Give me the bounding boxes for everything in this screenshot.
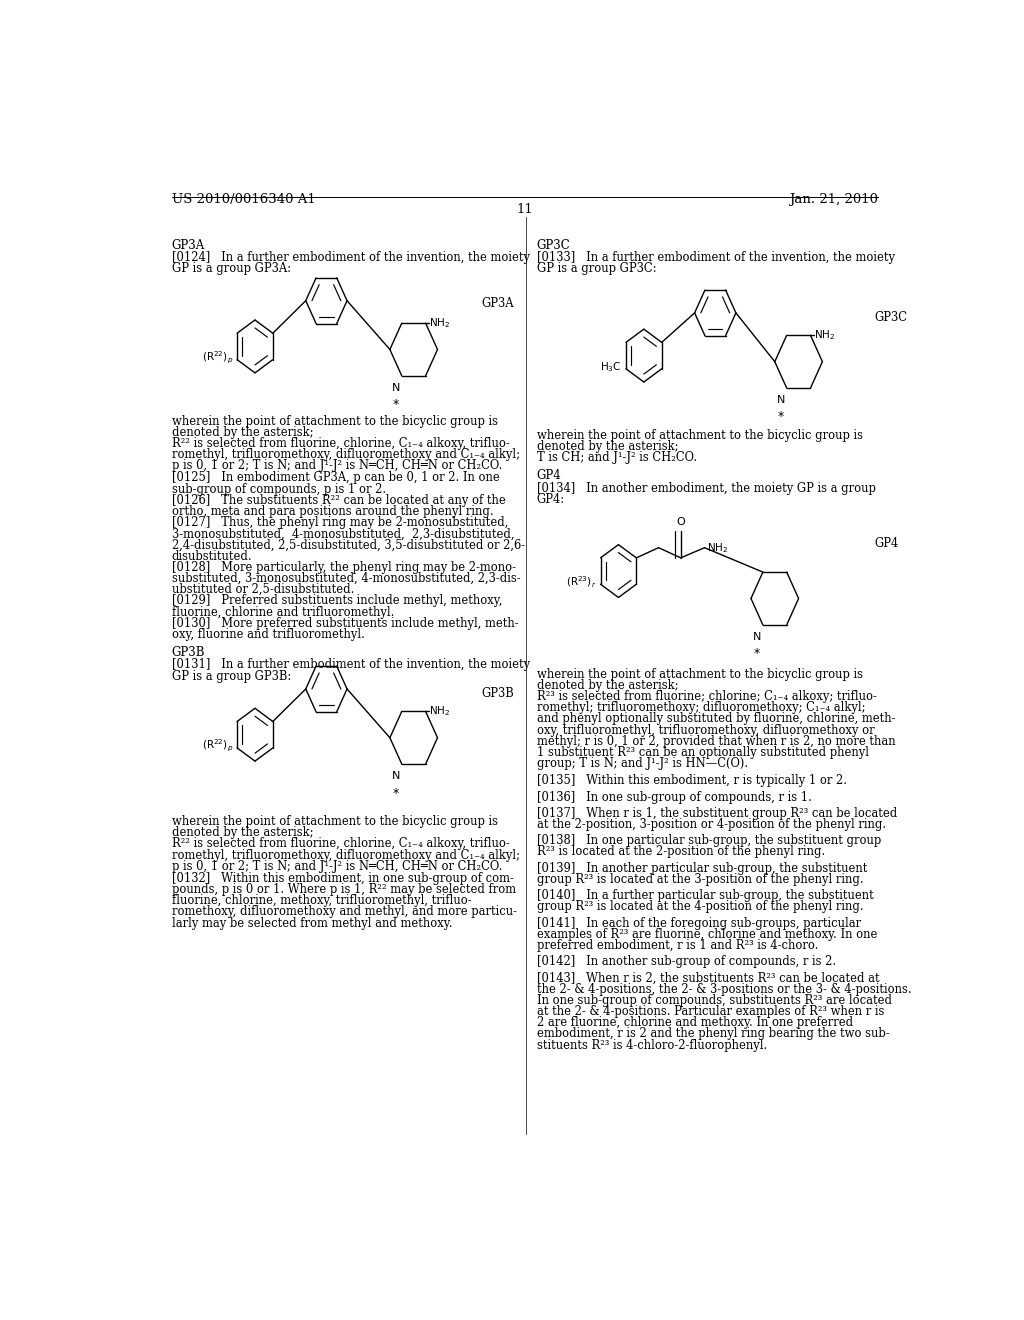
Text: [0143]   When r is 2, the substituents R²³ can be located at: [0143] When r is 2, the substituents R²³…: [537, 972, 880, 985]
Text: denoted by the asterisk;: denoted by the asterisk;: [537, 440, 678, 453]
Text: GP4: GP4: [537, 470, 561, 482]
Text: sub-group of compounds, p is 1 or 2.: sub-group of compounds, p is 1 or 2.: [172, 483, 386, 495]
Text: NH$_2$: NH$_2$: [429, 705, 450, 718]
Text: at the 2- & 4-positions. Particular examples of R²³ when r is: at the 2- & 4-positions. Particular exam…: [537, 1005, 884, 1018]
Text: oxy, fluorine and trifluoromethyl.: oxy, fluorine and trifluoromethyl.: [172, 628, 365, 642]
Text: [0125]   In embodiment GP3A, p can be 0, 1 or 2. In one: [0125] In embodiment GP3A, p can be 0, 1…: [172, 471, 500, 484]
Text: [0135]   Within this embodiment, r is typically 1 or 2.: [0135] Within this embodiment, r is typi…: [537, 775, 847, 787]
Text: [0139]   In another particular sub-group, the substituent: [0139] In another particular sub-group, …: [537, 862, 867, 875]
Text: and phenyl optionally substituted by fluorine, chlorine, meth-: and phenyl optionally substituted by flu…: [537, 713, 895, 725]
Text: wherein the point of attachment to the bicyclic group is: wherein the point of attachment to the b…: [172, 414, 498, 428]
Text: ubstituted or 2,5-disubstituted.: ubstituted or 2,5-disubstituted.: [172, 583, 354, 597]
Text: romethyl, trifluoromethoxy, difluoromethoxy and C₁₋₄ alkyl;: romethyl, trifluoromethoxy, difluorometh…: [172, 447, 519, 461]
Text: [0130]   More preferred substituents include methyl, meth-: [0130] More preferred substituents inclu…: [172, 616, 518, 630]
Text: methyl; r is 0, 1 or 2, provided that when r is 2, no more than: methyl; r is 0, 1 or 2, provided that wh…: [537, 735, 895, 747]
Text: group; T is N; and J¹-J² is HN—C(O).: group; T is N; and J¹-J² is HN—C(O).: [537, 758, 748, 770]
Text: substituted, 3-monosubstituted, 4-monosubstituted, 2,3-dis-: substituted, 3-monosubstituted, 4-monosu…: [172, 572, 520, 585]
Text: [0137]   When r is 1, the substituent group R²³ can be located: [0137] When r is 1, the substituent grou…: [537, 807, 897, 820]
Text: [0128]   More particularly, the phenyl ring may be 2-mono-: [0128] More particularly, the phenyl rin…: [172, 561, 516, 574]
Text: wherein the point of attachment to the bicyclic group is: wherein the point of attachment to the b…: [537, 429, 862, 442]
Text: [0136]   In one sub-group of compounds, r is 1.: [0136] In one sub-group of compounds, r …: [537, 791, 812, 804]
Text: fluorine, chlorine and trifluoromethyl.: fluorine, chlorine and trifluoromethyl.: [172, 606, 394, 619]
Text: N: N: [753, 632, 761, 642]
Text: *: *: [754, 647, 760, 660]
Text: R²² is selected from fluorine, chlorine, C₁₋₄ alkoxy, trifluo-: R²² is selected from fluorine, chlorine,…: [172, 837, 509, 850]
Text: R²³ is selected from fluorine; chlorine; C₁₋₄ alkoxy; trifluo-: R²³ is selected from fluorine; chlorine;…: [537, 690, 877, 704]
Text: [0138]   In one particular sub-group, the substituent group: [0138] In one particular sub-group, the …: [537, 834, 881, 847]
Text: In one sub-group of compounds, substituents R²³ are located: In one sub-group of compounds, substitue…: [537, 994, 892, 1007]
Text: GP3C: GP3C: [537, 239, 570, 252]
Text: [0141]   In each of the foregoing sub-groups, particular: [0141] In each of the foregoing sub-grou…: [537, 916, 861, 929]
Text: denoted by the asterisk;: denoted by the asterisk;: [172, 426, 313, 438]
Text: wherein the point of attachment to the bicyclic group is: wherein the point of attachment to the b…: [172, 814, 498, 828]
Text: GP is a group GP3A:: GP is a group GP3A:: [172, 263, 291, 275]
Text: NH$_2$: NH$_2$: [707, 541, 728, 554]
Text: group R²³ is located at the 4-position of the phenyl ring.: group R²³ is located at the 4-position o…: [537, 900, 863, 913]
Text: group R²³ is located at the 3-position of the phenyl ring.: group R²³ is located at the 3-position o…: [537, 873, 863, 886]
Text: [0133]   In a further embodiment of the invention, the moiety: [0133] In a further embodiment of the in…: [537, 251, 895, 264]
Text: GP4: GP4: [873, 536, 898, 549]
Text: p is 0, 1 or 2; T is N; and J¹-J² is N═CH, CH═N or CH₂CO.: p is 0, 1 or 2; T is N; and J¹-J² is N═C…: [172, 459, 502, 473]
Text: GP3B: GP3B: [481, 686, 514, 700]
Text: p is 0, 1 or 2; T is N; and J¹-J² is N═CH, CH═N or CH₂CO.: p is 0, 1 or 2; T is N; and J¹-J² is N═C…: [172, 859, 502, 873]
Text: denoted by the asterisk;: denoted by the asterisk;: [537, 678, 678, 692]
Text: stituents R²³ is 4-chloro-2-fluorophenyl.: stituents R²³ is 4-chloro-2-fluorophenyl…: [537, 1039, 767, 1052]
Text: 2,4-disubstituted, 2,5-disubstituted, 3,5-disubstituted or 2,6-: 2,4-disubstituted, 2,5-disubstituted, 3,…: [172, 539, 524, 552]
Text: the 2- & 4-positions, the 2- & 3-positions or the 3- & 4-positions.: the 2- & 4-positions, the 2- & 3-positio…: [537, 982, 911, 995]
Text: wherein the point of attachment to the bicyclic group is: wherein the point of attachment to the b…: [537, 668, 862, 681]
Text: T is CH; and J¹-J² is CH₂CO.: T is CH; and J¹-J² is CH₂CO.: [537, 451, 696, 465]
Text: [0134]   In another embodiment, the moiety GP is a group: [0134] In another embodiment, the moiety…: [537, 482, 876, 495]
Text: oxy, trifluoromethyl, trifluoromethoxy, difluoromethoxy or: oxy, trifluoromethyl, trifluoromethoxy, …: [537, 723, 874, 737]
Text: [0129]   Preferred substituents include methyl, methoxy,: [0129] Preferred substituents include me…: [172, 594, 502, 607]
Text: 2 are fluorine, chlorine and methoxy. In one preferred: 2 are fluorine, chlorine and methoxy. In…: [537, 1016, 853, 1030]
Text: (R$^{22}$)$_p$: (R$^{22}$)$_p$: [202, 350, 233, 366]
Text: pounds, p is 0 or 1. Where p is 1, R²² may be selected from: pounds, p is 0 or 1. Where p is 1, R²² m…: [172, 883, 516, 896]
Text: GP is a group GP3C:: GP is a group GP3C:: [537, 263, 656, 275]
Text: O: O: [677, 517, 685, 528]
Text: ortho, meta and para positions around the phenyl ring.: ortho, meta and para positions around th…: [172, 506, 494, 517]
Text: [0142]   In another sub-group of compounds, r is 2.: [0142] In another sub-group of compounds…: [537, 956, 836, 969]
Text: [0140]   In a further particular sub-group, the substituent: [0140] In a further particular sub-group…: [537, 890, 873, 902]
Text: examples of R²³ are fluorine, chlorine and methoxy. In one: examples of R²³ are fluorine, chlorine a…: [537, 928, 878, 941]
Text: *: *: [393, 787, 399, 800]
Text: GP3B: GP3B: [172, 647, 205, 659]
Text: US 2010/0016340 A1: US 2010/0016340 A1: [172, 193, 315, 206]
Text: N: N: [391, 771, 400, 781]
Text: 3-monosubstituted,  4-monosubstituted,  2,3-disubstituted,: 3-monosubstituted, 4-monosubstituted, 2,…: [172, 528, 514, 540]
Text: 1 substituent R²³ can be an optionally substituted phenyl: 1 substituent R²³ can be an optionally s…: [537, 746, 868, 759]
Text: *: *: [777, 411, 783, 424]
Text: (R$^{22}$)$_p$: (R$^{22}$)$_p$: [202, 738, 233, 754]
Text: N: N: [391, 383, 400, 393]
Text: at the 2-position, 3-position or 4-position of the phenyl ring.: at the 2-position, 3-position or 4-posit…: [537, 818, 886, 832]
Text: [0127]   Thus, the phenyl ring may be 2-monosubstituted,: [0127] Thus, the phenyl ring may be 2-mo…: [172, 516, 508, 529]
Text: Jan. 21, 2010: Jan. 21, 2010: [788, 193, 878, 206]
Text: romethoxy, difluoromethoxy and methyl, and more particu-: romethoxy, difluoromethoxy and methyl, a…: [172, 906, 517, 919]
Text: 11: 11: [516, 203, 534, 216]
Text: preferred embodiment, r is 1 and R²³ is 4-choro.: preferred embodiment, r is 1 and R²³ is …: [537, 939, 818, 952]
Text: GP3A: GP3A: [481, 297, 514, 310]
Text: NH$_2$: NH$_2$: [429, 317, 450, 330]
Text: fluorine, chlorine, methoxy, trifluoromethyl, trifluo-: fluorine, chlorine, methoxy, trifluorome…: [172, 894, 471, 907]
Text: [0124]   In a further embodiment of the invention, the moiety: [0124] In a further embodiment of the in…: [172, 251, 529, 264]
Text: N: N: [776, 395, 785, 405]
Text: embodiment, r is 2 and the phenyl ring bearing the two sub-: embodiment, r is 2 and the phenyl ring b…: [537, 1027, 889, 1040]
Text: *: *: [393, 399, 399, 412]
Text: [0132]   Within this embodiment, in one sub-group of com-: [0132] Within this embodiment, in one su…: [172, 873, 513, 884]
Text: [0126]   The substituents R²² can be located at any of the: [0126] The substituents R²² can be locat…: [172, 494, 506, 507]
Text: R²² is selected from fluorine, chlorine, C₁₋₄ alkoxy, trifluo-: R²² is selected from fluorine, chlorine,…: [172, 437, 509, 450]
Text: larly may be selected from methyl and methoxy.: larly may be selected from methyl and me…: [172, 916, 453, 929]
Text: GP3A: GP3A: [172, 239, 205, 252]
Text: romethyl; trifluoromethoxy; difluoromethoxy; C₁₋₄ alkyl;: romethyl; trifluoromethoxy; difluorometh…: [537, 701, 865, 714]
Text: R²³ is located at the 2-position of the phenyl ring.: R²³ is located at the 2-position of the …: [537, 846, 825, 858]
Text: [0131]   In a further embodiment of the invention, the moiety: [0131] In a further embodiment of the in…: [172, 659, 529, 672]
Text: denoted by the asterisk;: denoted by the asterisk;: [172, 826, 313, 840]
Text: GP is a group GP3B:: GP is a group GP3B:: [172, 669, 291, 682]
Text: NH$_2$: NH$_2$: [814, 329, 835, 342]
Text: romethyl, trifluoromethoxy, difluoromethoxy and C₁₋₄ alkyl;: romethyl, trifluoromethoxy, difluorometh…: [172, 849, 519, 862]
Text: H$_3$C: H$_3$C: [600, 360, 622, 374]
Text: disubstituted.: disubstituted.: [172, 549, 252, 562]
Text: GP3C: GP3C: [873, 312, 907, 323]
Text: GP4:: GP4:: [537, 492, 565, 506]
Text: (R$^{23}$)$_r$: (R$^{23}$)$_r$: [566, 574, 597, 590]
